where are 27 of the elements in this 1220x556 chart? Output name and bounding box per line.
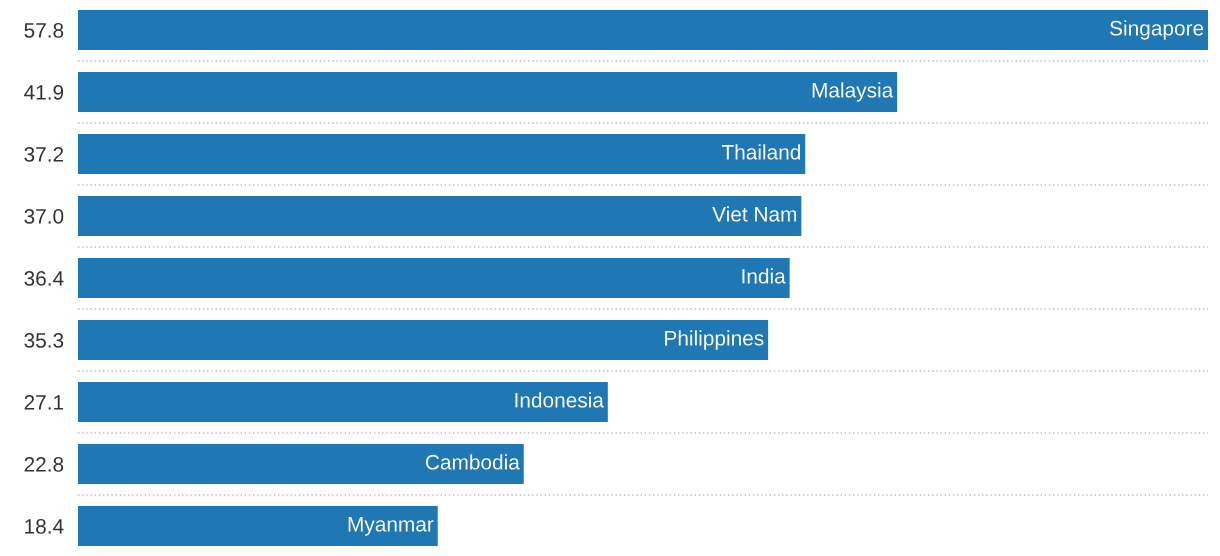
data-label: 37.2 <box>24 147 64 162</box>
bar <box>78 72 898 112</box>
bar <box>78 320 769 360</box>
bar <box>78 134 806 174</box>
y-tick-label: Thailand <box>721 144 801 160</box>
y-tick-label: Singapore <box>1110 20 1204 40</box>
bar <box>78 506 438 546</box>
data-label: 37.0 <box>24 209 64 224</box>
bar <box>78 382 608 422</box>
data-label: 36.4 <box>24 271 64 286</box>
bar <box>78 10 1208 50</box>
bar <box>78 258 790 298</box>
y-tick-label: India <box>742 268 786 284</box>
y-tick-label: Indonesia <box>515 392 604 408</box>
data-label: 35.3 <box>24 333 64 348</box>
y-tick-label: Myanmar <box>348 517 434 536</box>
y-tick-label: Cambodia <box>425 454 520 470</box>
data-label: 57.8 <box>24 23 64 38</box>
data-label: 41.9 <box>24 85 64 100</box>
data-label: 22.8 <box>24 457 64 472</box>
y-tick-label: Philippines <box>665 330 764 350</box>
bar <box>78 196 802 236</box>
y-tick-label: Malaysia <box>812 82 894 102</box>
data-label: 18.4 <box>25 519 64 534</box>
data-label: 27.1 <box>24 395 64 410</box>
bar <box>78 444 524 484</box>
y-tick-label: Viet Nam <box>712 206 797 222</box>
